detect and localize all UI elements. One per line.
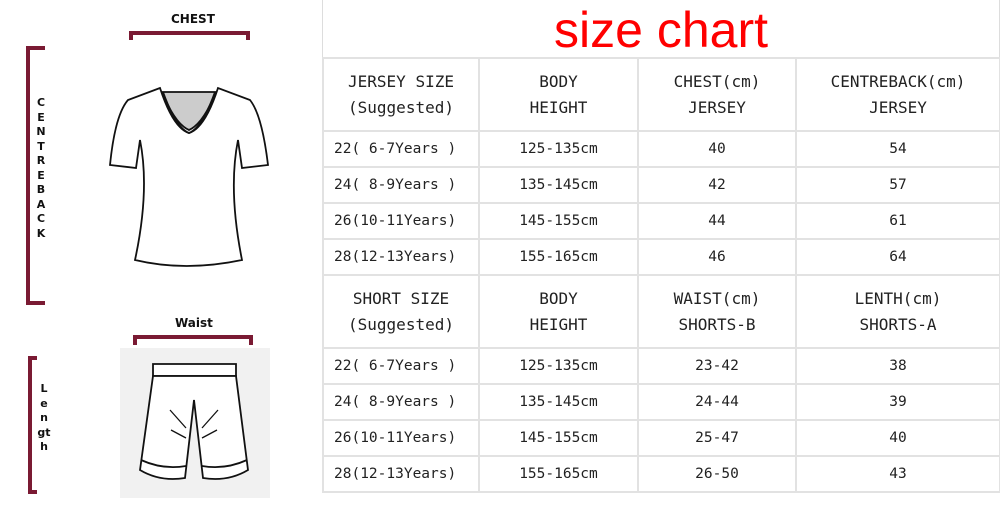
jersey-table-row: 26(10-11Years) 145-155cm 44 61	[322, 202, 1000, 240]
header-line: BODY	[539, 71, 578, 91]
waist-label: Waist	[175, 316, 213, 330]
measurement-illustration: CHEST CENTRE BACK Waist Length	[0, 0, 322, 510]
header-line: CENTREBACK(cm)	[830, 71, 966, 91]
table-cell: 23-42	[637, 347, 797, 385]
table-cell: 38	[795, 347, 1000, 385]
shorts-table-row: 26(10-11Years) 145-155cm 25-47 40	[322, 419, 1000, 457]
table-cell: 155-165cm	[478, 238, 639, 276]
table-cell: 54	[795, 130, 1000, 168]
shorts-column-header: BODY HEIGHT	[478, 274, 639, 349]
table-cell: 39	[795, 383, 1000, 421]
table-cell: 46	[637, 238, 797, 276]
table-cell: 24( 8-9Years )	[322, 166, 480, 204]
header-line: (Suggested)	[348, 314, 454, 334]
header-line: (Suggested)	[348, 97, 454, 117]
table-cell: 44	[637, 202, 797, 240]
waist-bracket	[133, 335, 253, 345]
header-line: JERSEY SIZE	[348, 71, 454, 91]
table-cell: 22( 6-7Years )	[322, 130, 480, 168]
jersey-column-header: CENTREBACK(cm) JERSEY	[795, 57, 1000, 132]
table-cell: 135-145cm	[478, 383, 639, 421]
table-cell: 24-44	[637, 383, 797, 421]
header-line: JERSEY	[688, 97, 746, 117]
table-cell: 43	[795, 455, 1000, 493]
shorts-column-header: SHORT SIZE (Suggested)	[322, 274, 480, 349]
table-cell: 135-145cm	[478, 166, 639, 204]
table-cell: 145-155cm	[478, 202, 639, 240]
shorts-table-row: 22( 6-7Years ) 125-135cm 23-42 38	[322, 347, 1000, 385]
measurement-guides	[26, 31, 270, 498]
size-table: JERSEY SIZE (Suggested) BODY HEIGHT CHEST(cm…	[322, 57, 1000, 493]
chest-label: CHEST	[171, 12, 215, 26]
jersey-table-row: 22( 6-7Years ) 125-135cm 40 54	[322, 130, 1000, 168]
table-cell: 26(10-11Years)	[322, 202, 480, 240]
table-cell: 42	[637, 166, 797, 204]
table-cell: 125-135cm	[478, 347, 639, 385]
header-line: CHEST(cm)	[673, 71, 761, 91]
page-title: size chart	[322, 0, 1000, 58]
table-cell: 25-47	[637, 419, 797, 457]
table-cell: 125-135cm	[478, 130, 639, 168]
centre-back-bracket	[26, 46, 45, 305]
header-line: BODY	[539, 288, 578, 308]
table-cell: 26(10-11Years)	[322, 419, 480, 457]
table-cell: 64	[795, 238, 1000, 276]
table-cell: 40	[637, 130, 797, 168]
jersey-column-header: CHEST(cm) JERSEY	[637, 57, 797, 132]
v-neck-tshirt-icon	[109, 86, 270, 267]
header-line: SHORTS-B	[678, 314, 756, 334]
chest-bracket	[129, 31, 250, 40]
jersey-column-header: BODY HEIGHT	[478, 57, 639, 132]
table-cell: 24( 8-9Years )	[322, 383, 480, 421]
header-line: HEIGHT	[529, 97, 588, 117]
shorts-icon	[139, 363, 249, 480]
header-line: HEIGHT	[529, 314, 588, 334]
centre-back-label: CENTRE BACK	[36, 96, 46, 240]
table-cell: 28(12-13Years)	[322, 238, 480, 276]
table-cell: 26-50	[637, 455, 797, 493]
table-cell: 28(12-13Years)	[322, 455, 480, 493]
shorts-column-header: WAIST(cm) SHORTS-B	[637, 274, 797, 349]
header-line: JERSEY	[869, 97, 927, 117]
shorts-table-row: 28(12-13Years) 155-165cm 26-50 43	[322, 455, 1000, 493]
shorts-header-row: SHORT SIZE (Suggested) BODY HEIGHT WAIST(cm)…	[322, 274, 1000, 349]
length-label: Length	[37, 382, 51, 453]
jersey-table-row: 24( 8-9Years ) 135-145cm 42 57	[322, 166, 1000, 204]
header-line: SHORTS-A	[859, 314, 937, 334]
shorts-column-header: LENTH(cm) SHORTS-A	[795, 274, 1000, 349]
jersey-header-row: JERSEY SIZE (Suggested) BODY HEIGHT CHEST(cm…	[322, 57, 1000, 132]
jersey-column-header: JERSEY SIZE (Suggested)	[322, 57, 480, 132]
header-line: SHORT SIZE	[352, 288, 450, 308]
table-cell: 57	[795, 166, 1000, 204]
table-cell: 145-155cm	[478, 419, 639, 457]
length-bracket	[28, 356, 37, 494]
header-line: LENTH(cm)	[854, 288, 942, 308]
jersey-table-row: 28(12-13Years) 155-165cm 46 64	[322, 238, 1000, 276]
table-cell: 22( 6-7Years )	[322, 347, 480, 385]
table-cell: 40	[795, 419, 1000, 457]
table-cell: 61	[795, 202, 1000, 240]
table-cell: 155-165cm	[478, 455, 639, 493]
header-line: WAIST(cm)	[673, 288, 761, 308]
shorts-table-row: 24( 8-9Years ) 135-145cm 24-44 39	[322, 383, 1000, 421]
